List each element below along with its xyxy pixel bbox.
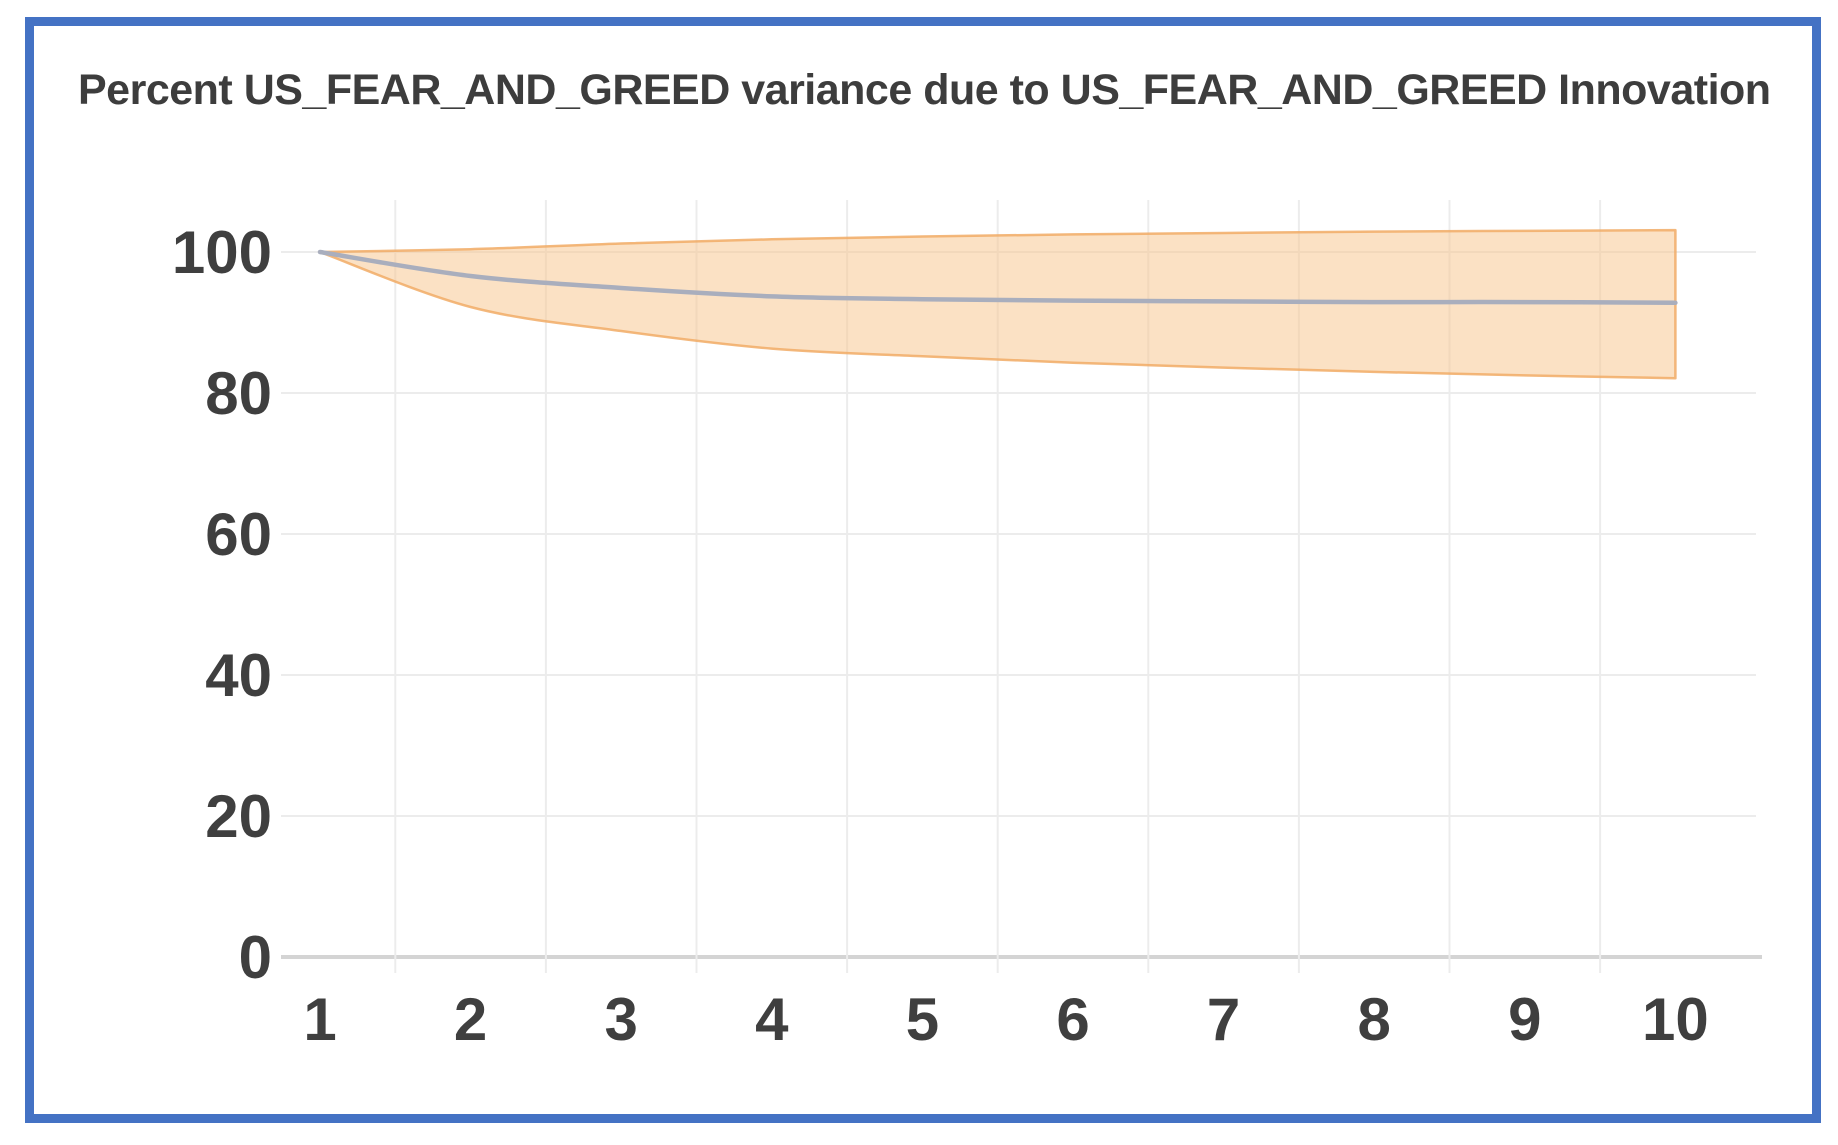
x-tick-label: 7: [1207, 986, 1240, 1053]
chart-title: Percent US_FEAR_AND_GREED variance due t…: [78, 66, 1771, 114]
x-tick-label: 8: [1358, 986, 1391, 1053]
x-tick-label: 3: [605, 986, 638, 1053]
variance-line-group: [317, 249, 1678, 306]
y-tick-label: 40: [205, 642, 272, 709]
y-tick-label: 60: [205, 501, 272, 568]
y-tick-labels: 0 20 40 60 80 100: [172, 219, 272, 991]
variance-line: [317, 249, 1678, 306]
y-tick-label: 20: [205, 783, 272, 850]
x-tick-label: 5: [906, 986, 939, 1053]
y-tick-label: 0: [239, 924, 272, 991]
x-tick-label: 4: [755, 986, 789, 1053]
x-tick-label: 2: [454, 986, 487, 1053]
x-tick-labels: 1 2 3 4 5 6 7 8 9 10: [303, 986, 1708, 1053]
x-tick-label: 9: [1508, 986, 1541, 1053]
x-tick-label: 10: [1642, 986, 1709, 1053]
y-tick-label: 80: [205, 360, 272, 427]
y-tick-label: 100: [172, 219, 272, 286]
x-tick-label: 6: [1056, 986, 1089, 1053]
x-tick-label: 1: [303, 986, 336, 1053]
